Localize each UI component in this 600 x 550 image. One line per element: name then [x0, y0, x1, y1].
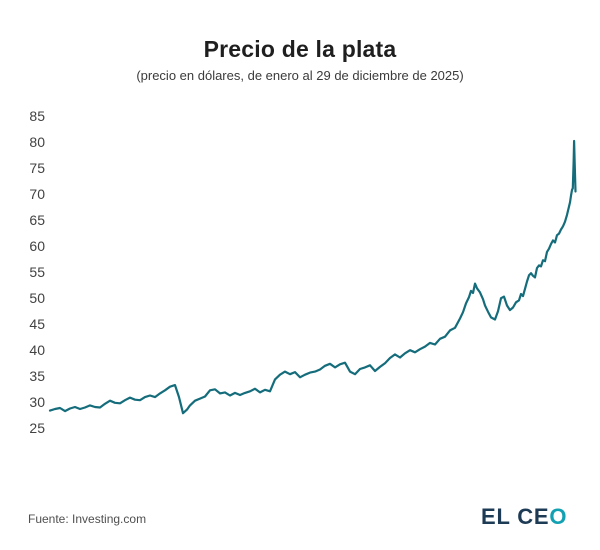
y-axis-tick-label: 30 [29, 394, 45, 411]
y-axis-tick-label: 85 [29, 108, 45, 124]
chart-subtitle: (precio en dólares, de enero al 29 de di… [136, 68, 464, 83]
y-axis-tick-label: 50 [29, 290, 45, 307]
chart-header: Precio de la plata (precio en dólares, d… [0, 0, 600, 83]
el-ceo-logo: EL CEO [481, 504, 567, 530]
y-axis-tick-label: 60 [29, 238, 45, 255]
y-axis-tick-label: 65 [29, 212, 45, 229]
price-line [48, 139, 577, 415]
chart-title: Precio de la plata [203, 36, 397, 62]
y-axis-tick-label: 25 [29, 420, 45, 437]
y-axis-tick-label: 75 [29, 160, 45, 177]
source-attribution: Fuente: Investing.com [28, 512, 147, 526]
y-axis-tick-label: 80 [29, 134, 45, 151]
logo-letter-o: O [549, 504, 568, 529]
y-axis-tick-label: 70 [29, 186, 45, 203]
y-axis-tick-label: 35 [29, 368, 45, 385]
y-axis-tick-label: 45 [29, 316, 45, 333]
y-axis-labels: 85 80 75 70 65 60 55 50 45 40 35 30 25 [0, 0, 46, 550]
logo-text-primary: EL CE [481, 504, 550, 529]
y-axis-tick-label: 55 [29, 264, 45, 281]
y-axis-tick-label: 40 [29, 342, 45, 359]
